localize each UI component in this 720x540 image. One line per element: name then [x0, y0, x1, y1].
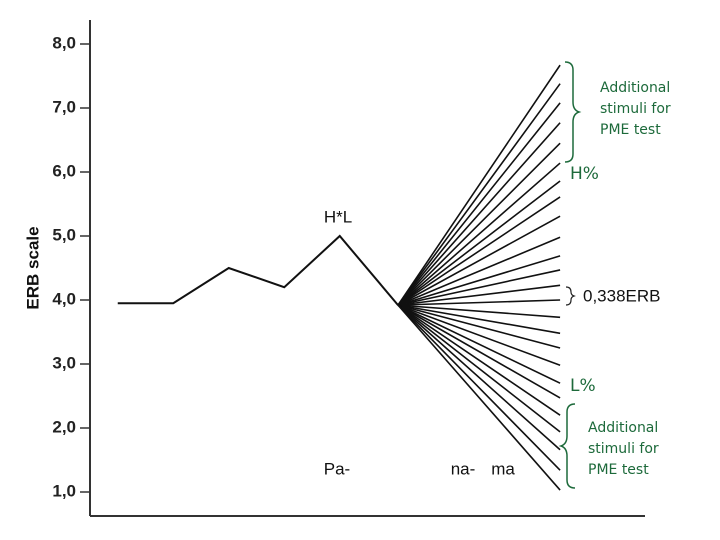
- fan-line: [397, 304, 561, 399]
- fan-line: [397, 304, 561, 416]
- fan-line: [397, 304, 561, 451]
- fan-line: [397, 304, 561, 349]
- syllable: ma: [491, 459, 515, 478]
- fan-line: [397, 64, 561, 306]
- fan-line: [397, 83, 561, 306]
- y-tick-label: 3,0: [52, 353, 76, 372]
- y-tick-label: 6,0: [52, 161, 76, 180]
- annotation: Additional: [588, 420, 658, 436]
- annotation: stimuli for: [588, 441, 659, 457]
- fan-line: [397, 102, 561, 306]
- y-tick-label: 5,0: [52, 225, 76, 244]
- fan-line: [397, 284, 561, 306]
- y-tick-label: 7,0: [52, 97, 76, 116]
- fan-line: [397, 304, 561, 367]
- brace: [564, 61, 582, 163]
- fan-line: [397, 304, 561, 471]
- fan-line: [397, 304, 561, 319]
- fan-line: [397, 304, 561, 335]
- fan-line: [397, 304, 561, 491]
- fan-line: [397, 304, 561, 433]
- annotation: H%: [570, 164, 599, 184]
- annotation: Additional: [600, 80, 670, 96]
- fan-line: [397, 122, 561, 306]
- y-tick-label: 1,0: [52, 481, 76, 500]
- annotation: H*L: [324, 207, 352, 226]
- annotation: PME test: [588, 462, 649, 478]
- y-tick-label: 2,0: [52, 417, 76, 436]
- fan-line: [397, 304, 561, 384]
- brace: [558, 403, 576, 489]
- fan-line: [397, 142, 561, 306]
- y-axis-label: ERB scale: [23, 226, 42, 309]
- y-tick-label: 4,0: [52, 289, 76, 308]
- fan-line: [397, 196, 561, 306]
- fan-line: [397, 299, 561, 306]
- contour-line: [117, 234, 399, 306]
- fan-line: [397, 162, 561, 306]
- fan-line: [397, 236, 561, 306]
- fan-line: [397, 255, 561, 306]
- fan-line: [397, 180, 561, 306]
- annotation: L%: [570, 376, 596, 396]
- syllable: na-: [451, 459, 476, 478]
- fan-line: [397, 215, 561, 306]
- brace: [565, 286, 576, 306]
- syllable: Pa-: [324, 459, 350, 478]
- y-tick-label: 8,0: [52, 33, 76, 52]
- annotation: 0,338ERB: [583, 286, 661, 305]
- annotation: stimuli for: [600, 101, 671, 117]
- fan-line: [397, 269, 561, 306]
- annotation: PME test: [600, 122, 661, 138]
